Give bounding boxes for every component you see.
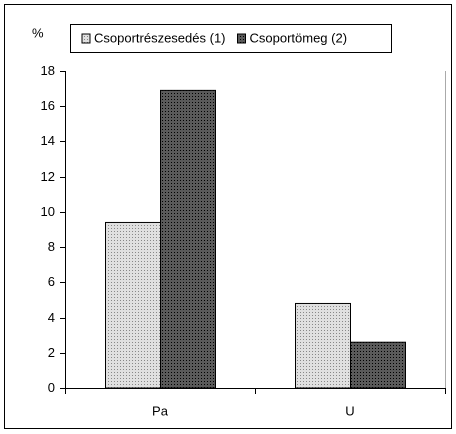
bar [105,221,161,389]
legend-swatch [237,33,246,44]
y-tick-label: 18 [41,63,55,78]
legend-swatch [81,33,91,44]
legend-label: Csoportömeg (2) [250,30,348,45]
y-tick-label: 4 [48,310,55,325]
y-tick-label: 2 [48,345,55,360]
x-tick-label: U [345,403,354,418]
bar [160,89,216,389]
y-tick-label: 8 [48,239,55,254]
legend-label: Csoportrészesedés (1) [94,30,226,45]
y-tick-label: 14 [41,133,55,148]
y-tick-label: 12 [41,169,55,184]
y-tick-label: 0 [48,380,55,395]
bar [295,302,351,389]
bar [350,341,406,389]
legend-box [70,24,392,53]
y-axis-label: % [32,25,44,40]
y-tick-label: 16 [41,98,55,113]
y-tick-label: 10 [41,204,55,219]
y-tick-label: 6 [48,274,55,289]
x-tick-label: Pa [152,403,169,418]
